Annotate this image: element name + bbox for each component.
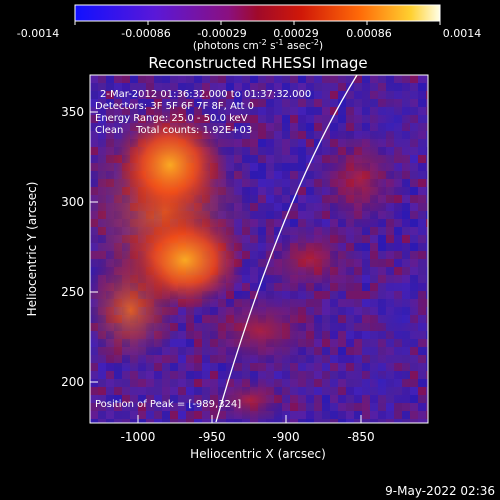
y-tick-label: 250 (61, 285, 84, 299)
y-tick-label: 200 (61, 375, 84, 389)
rhessi-image (90, 75, 428, 423)
x-tick-label: -950 (198, 430, 225, 444)
colorbar-tick-label: -0.0014 (17, 27, 59, 40)
x-tick-label: -1000 (121, 430, 156, 444)
x-tick-label: -900 (272, 430, 299, 444)
info-time-range: 2-Mar-2012 01:36:32.000 to 01:37:32.000 (100, 89, 311, 100)
plot-title: Reconstructed RHESSI Image (148, 54, 367, 72)
y-tick-label: 300 (61, 195, 84, 209)
info-energy-range: Energy Range: 25.0 - 50.0 keV (95, 113, 248, 124)
x-axis-label: Heliocentric X (arcsec) (190, 447, 326, 461)
colorbar (74, 4, 441, 22)
colorbar-tick-label: 0.00029 (273, 27, 319, 40)
colorbar-tick-label: 0.0014 (443, 27, 482, 40)
y-axis-ticks (90, 111, 98, 383)
solar-limb-line (215, 75, 358, 423)
timestamp: 9-May-2022 02:36 (385, 484, 495, 498)
info-counts: Clean Total counts: 1.92E+03 (95, 125, 252, 136)
colorbar-tick-label: -0.00086 (121, 27, 170, 40)
y-tick-label: 350 (61, 105, 84, 119)
peak-position-label: Position of Peak = [-989,324] (95, 399, 241, 410)
colorbar-tick-marks (74, 21, 441, 25)
x-axis-ticks (137, 415, 362, 423)
colorbar-tick-label: 0.00086 (346, 27, 392, 40)
plot-frame (89, 74, 429, 424)
colorbar-units: (photons cm-2 s-1 asec-2) (193, 38, 323, 52)
info-detectors: Detectors: 3F 5F 6F 7F 8F, Att 0 (95, 101, 254, 112)
colorbar-tick-label: -0.00029 (197, 27, 246, 40)
x-tick-label: -850 (347, 430, 374, 444)
y-axis-label: Heliocentric Y (arcsec) (25, 182, 39, 317)
